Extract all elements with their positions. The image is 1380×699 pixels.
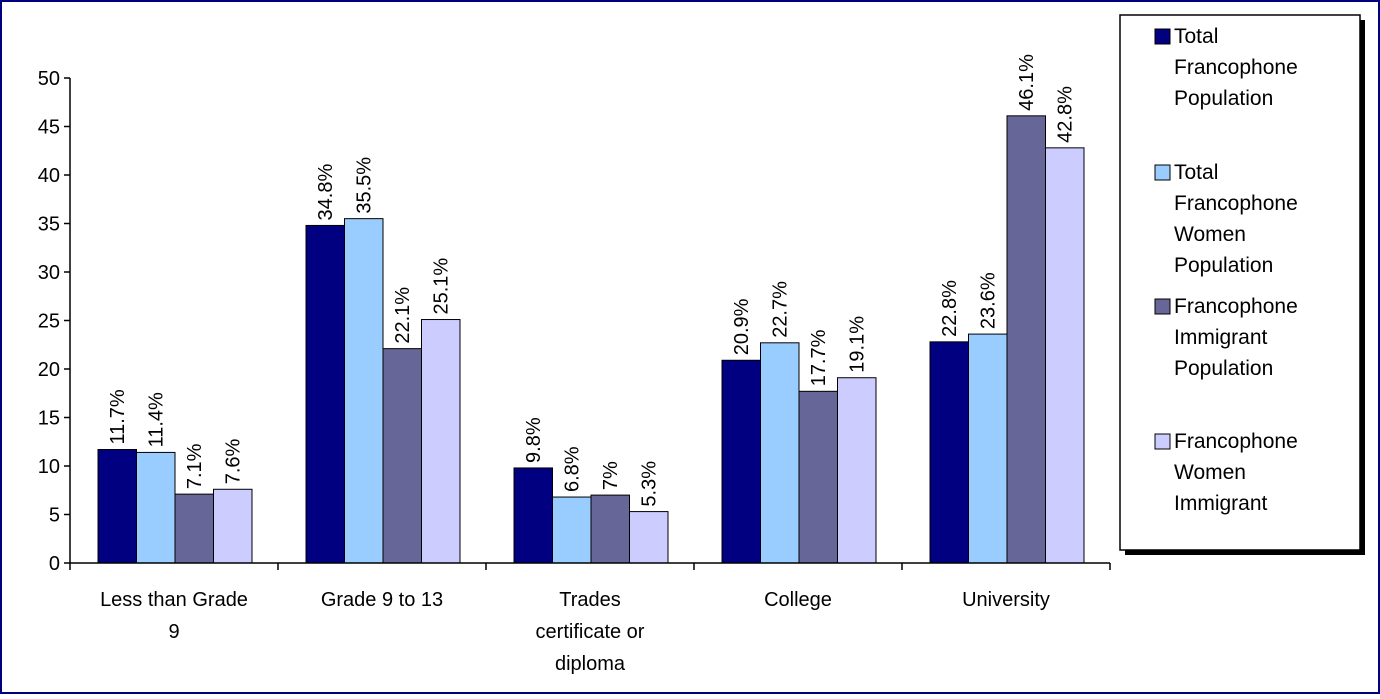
data-label: 22.7%: [770, 281, 792, 338]
bar: [136, 451, 176, 564]
x-tick-label: University: [962, 589, 1050, 611]
x-tick-label: 9: [168, 621, 179, 643]
bar: [305, 224, 345, 564]
bar: [513, 467, 553, 564]
bar: [1045, 147, 1085, 564]
data-label: 25.1%: [431, 258, 453, 315]
bar: [1006, 115, 1046, 564]
y-tick-label: 0: [49, 553, 60, 575]
legend-label: Francophone: [1174, 430, 1298, 453]
bar: [552, 496, 592, 564]
y-tick-label: 35: [38, 214, 60, 236]
data-label: 35.5%: [354, 157, 376, 214]
data-label: 22.8%: [939, 280, 961, 337]
x-tick-label: Grade 9 to 13: [321, 589, 443, 611]
legend-label: Population: [1174, 357, 1273, 380]
y-tick-label: 10: [38, 456, 60, 478]
bar: [382, 348, 422, 564]
data-label: 42.8%: [1055, 86, 1077, 143]
y-tick-label: 40: [38, 165, 60, 187]
x-tick-label: Trades: [559, 589, 621, 611]
legend-swatch: [1154, 298, 1171, 315]
bar: [760, 342, 800, 564]
legend-label: Francophone: [1174, 192, 1298, 215]
plot-area: 11.7% 34.8% 9.8% 20.9% 22.8% 11.4% 35.5% 6.8% 22…: [38, 54, 1111, 675]
bar: [344, 218, 384, 564]
data-label: 6.8%: [562, 446, 584, 492]
legend-label: Total: [1174, 161, 1218, 184]
data-label: 7.6%: [223, 438, 245, 484]
data-label: 7.1%: [184, 443, 206, 489]
bar: [629, 511, 669, 564]
bar: [929, 341, 969, 564]
legend-label: Women: [1174, 223, 1246, 246]
data-label: 23.6%: [978, 272, 1000, 329]
data-label: 7%: [600, 461, 622, 490]
legend-label: Francophone: [1174, 56, 1298, 79]
legend: Total Francophone Population Total Francopho…: [1119, 14, 1365, 555]
legend-swatch: [1154, 164, 1171, 181]
data-label: 5.3%: [639, 461, 661, 507]
x-tick-label: College: [764, 589, 832, 611]
bar: [213, 488, 253, 564]
data-label: 11.7%: [107, 389, 129, 444]
bar: [590, 494, 630, 564]
legend-label: Francophone: [1174, 295, 1298, 318]
x-tick-label: certificate or: [536, 621, 645, 643]
legend-swatch: [1154, 28, 1171, 45]
data-label: 11.4%: [146, 392, 168, 447]
y-tick-label: 5: [49, 505, 60, 527]
legend-box: [1119, 14, 1361, 551]
y-tick-label: 20: [38, 359, 60, 381]
data-label: 22.1%: [392, 287, 414, 344]
y-tick-label: 25: [38, 311, 60, 333]
x-tick-label: diploma: [555, 653, 626, 675]
bar: [174, 493, 214, 564]
data-label: 46.1%: [1016, 54, 1038, 111]
x-tick-label: Less than Grade: [100, 589, 248, 611]
legend-label: Population: [1174, 254, 1273, 277]
y-tick-label: 45: [38, 117, 60, 139]
bar: [97, 449, 137, 564]
bar: [968, 333, 1008, 564]
y-tick-label: 50: [38, 68, 60, 90]
data-label: 9.8%: [523, 417, 545, 463]
bar: [798, 390, 838, 564]
data-label: 17.7%: [808, 329, 830, 386]
bar: [421, 319, 461, 564]
legend-label: Population: [1174, 87, 1273, 110]
y-tick-label: 15: [38, 408, 60, 430]
legend-label: Women: [1174, 461, 1246, 484]
bar: [721, 359, 761, 564]
bar: [837, 377, 877, 564]
legend-label: Total: [1174, 25, 1218, 48]
legend-label: Immigrant: [1174, 492, 1268, 515]
data-label: 34.8%: [315, 164, 337, 221]
data-label: 19.1%: [847, 316, 869, 373]
y-tick-label: 30: [38, 262, 60, 284]
legend-label: Immigrant: [1174, 326, 1268, 349]
data-label: 20.9%: [731, 298, 753, 355]
legend-swatch: [1154, 433, 1171, 450]
